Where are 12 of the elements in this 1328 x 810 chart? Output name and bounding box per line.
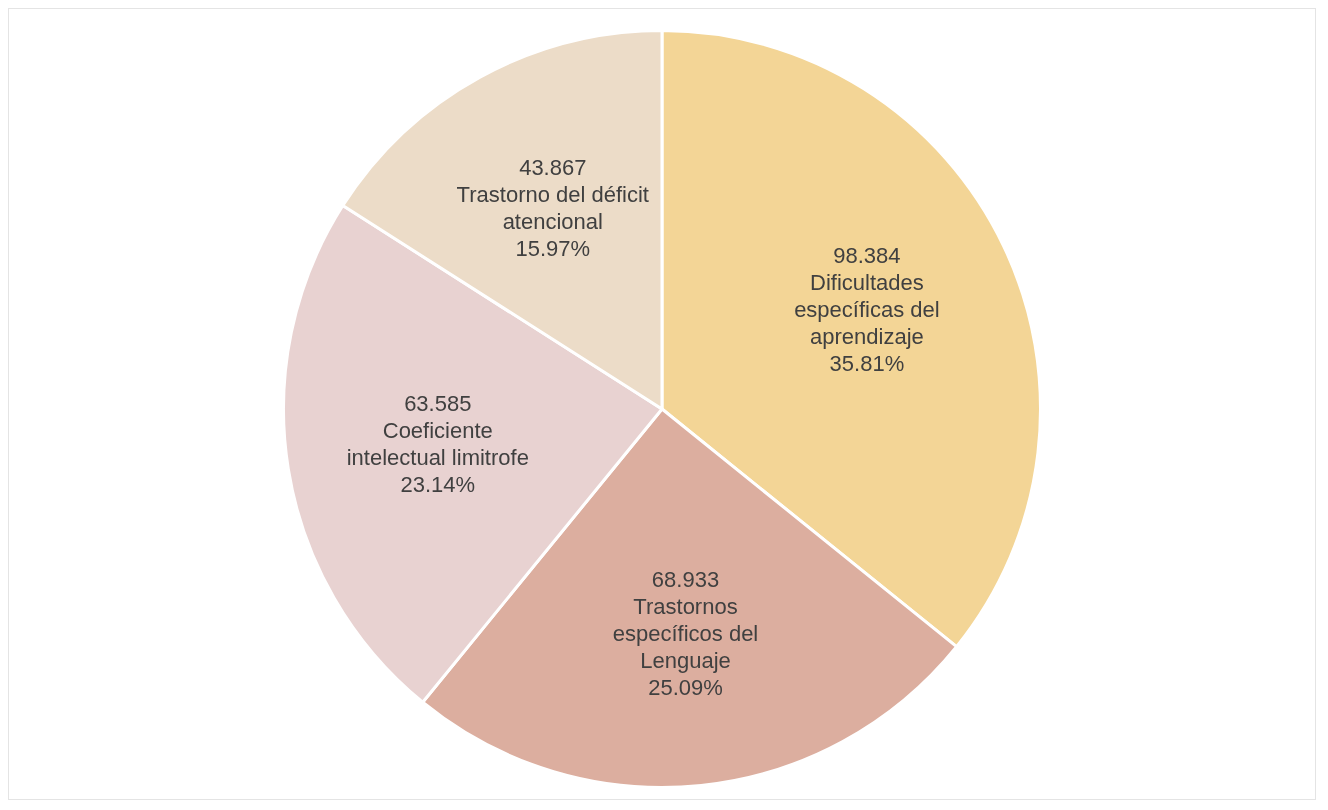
text: 68.933 [651,566,720,592]
data-label: 35.81% [829,351,905,377]
text: 63.585 [404,390,472,416]
text: 98.384 [833,243,901,269]
data-label: 25.09% [648,674,723,700]
text: 43.867 [519,155,587,181]
slice-label: Trastorno del déficit atencional [456,182,649,235]
slice-label: Coeficiente intelectual limitrofe [346,417,529,470]
data-label: 15.97% [515,236,591,262]
slice-label: Trastornos específicos del Lenguaje [612,593,759,673]
slice-label: Dificultades específicas del aprendizaje [794,270,940,350]
data-label: 23.14% [400,471,476,497]
